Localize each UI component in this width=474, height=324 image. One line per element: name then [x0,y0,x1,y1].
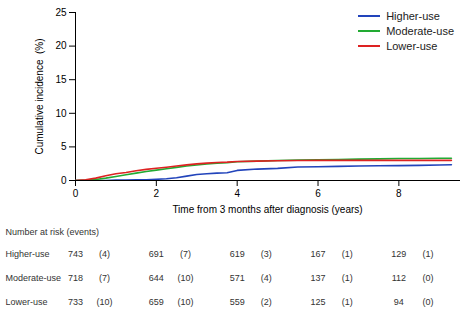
svg-text:Number at risk (events): Number at risk (events) [6,227,100,237]
svg-text:Higher-use: Higher-use [6,249,50,259]
svg-text:0: 0 [61,175,67,186]
svg-text:Cumulative incidence (%): Cumulative incidence (%) [34,38,45,154]
svg-text:619: 619 [230,249,245,259]
svg-text:137: 137 [311,273,326,283]
svg-text:718: 718 [68,273,83,283]
html-text:Moderate-use: Moderate-use [386,25,454,37]
svg-text:(0): (0) [422,273,433,283]
svg-text:659: 659 [149,297,164,307]
svg-text:167: 167 [311,249,326,259]
svg-text:129: 129 [391,249,406,259]
svg-text:644: 644 [149,273,164,283]
svg-text:(4): (4) [261,273,272,283]
html-text:Lower-use: Lower-use [386,40,438,52]
svg-text:8: 8 [396,188,402,199]
svg-text:20: 20 [55,40,67,51]
svg-text:691: 691 [149,249,164,259]
svg-text:(4): (4) [99,249,110,259]
svg-text:6: 6 [315,188,321,199]
svg-text:2: 2 [154,188,160,199]
svg-text:0: 0 [73,188,79,199]
html-text:Higher-use: Higher-use [386,10,440,22]
svg-text:Moderate-use: Moderate-use [6,273,62,283]
svg-text:(0): (0) [422,297,433,307]
svg-text:743: 743 [68,249,83,259]
svg-text:(10): (10) [97,297,113,307]
svg-text:(1): (1) [422,249,433,259]
svg-text:15: 15 [55,74,67,85]
svg-text:(7): (7) [99,273,110,283]
svg-text:(7): (7) [180,249,191,259]
svg-text:25: 25 [55,7,67,18]
svg-text:(10): (10) [177,273,193,283]
svg-text:112: 112 [392,273,406,283]
svg-text:Lower-use: Lower-use [6,297,48,307]
svg-text:10: 10 [55,108,67,119]
svg-text:(10): (10) [177,297,193,307]
svg-text:94: 94 [394,297,404,307]
svg-text:125: 125 [311,297,326,307]
svg-text:(1): (1) [342,273,353,283]
svg-text:(2): (2) [261,297,272,307]
svg-text:4: 4 [234,188,240,199]
svg-text:5: 5 [61,141,67,152]
svg-text:(1): (1) [342,297,353,307]
svg-text:(1): (1) [342,249,353,259]
svg-text:733: 733 [68,297,83,307]
svg-text:571: 571 [230,273,245,283]
svg-text:559: 559 [230,297,245,307]
svg-text:Time from 3 months after diagn: Time from 3 months after diagnosis (year… [172,204,362,215]
svg-text:(3): (3) [261,249,272,259]
